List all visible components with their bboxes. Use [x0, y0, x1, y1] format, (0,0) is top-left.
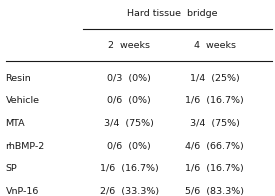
Text: rhBMP-2: rhBMP-2 — [6, 142, 45, 151]
Text: 0/6  (0%): 0/6 (0%) — [107, 96, 151, 105]
Text: 1/6  (16.7%): 1/6 (16.7%) — [185, 164, 244, 173]
Text: Vehicle: Vehicle — [6, 96, 40, 105]
Text: 4  weeks: 4 weeks — [194, 41, 235, 50]
Text: Resin: Resin — [6, 74, 31, 83]
Text: 4/6  (66.7%): 4/6 (66.7%) — [185, 142, 244, 151]
Text: Hard tissue  bridge: Hard tissue bridge — [126, 9, 217, 18]
Text: 1/4  (25%): 1/4 (25%) — [190, 74, 239, 83]
Text: 0/6  (0%): 0/6 (0%) — [107, 142, 151, 151]
Text: MTA: MTA — [6, 119, 25, 128]
Text: 2  weeks: 2 weeks — [108, 41, 150, 50]
Text: 5/6  (83.3%): 5/6 (83.3%) — [185, 187, 244, 196]
Text: VnP-16: VnP-16 — [6, 187, 39, 196]
Text: 1/6  (16.7%): 1/6 (16.7%) — [100, 164, 159, 173]
Text: 1/6  (16.7%): 1/6 (16.7%) — [185, 96, 244, 105]
Text: 3/4  (75%): 3/4 (75%) — [189, 119, 240, 128]
Text: SP: SP — [6, 164, 17, 173]
Text: 0/3  (0%): 0/3 (0%) — [107, 74, 151, 83]
Text: 3/4  (75%): 3/4 (75%) — [104, 119, 154, 128]
Text: 2/6  (33.3%): 2/6 (33.3%) — [100, 187, 159, 196]
